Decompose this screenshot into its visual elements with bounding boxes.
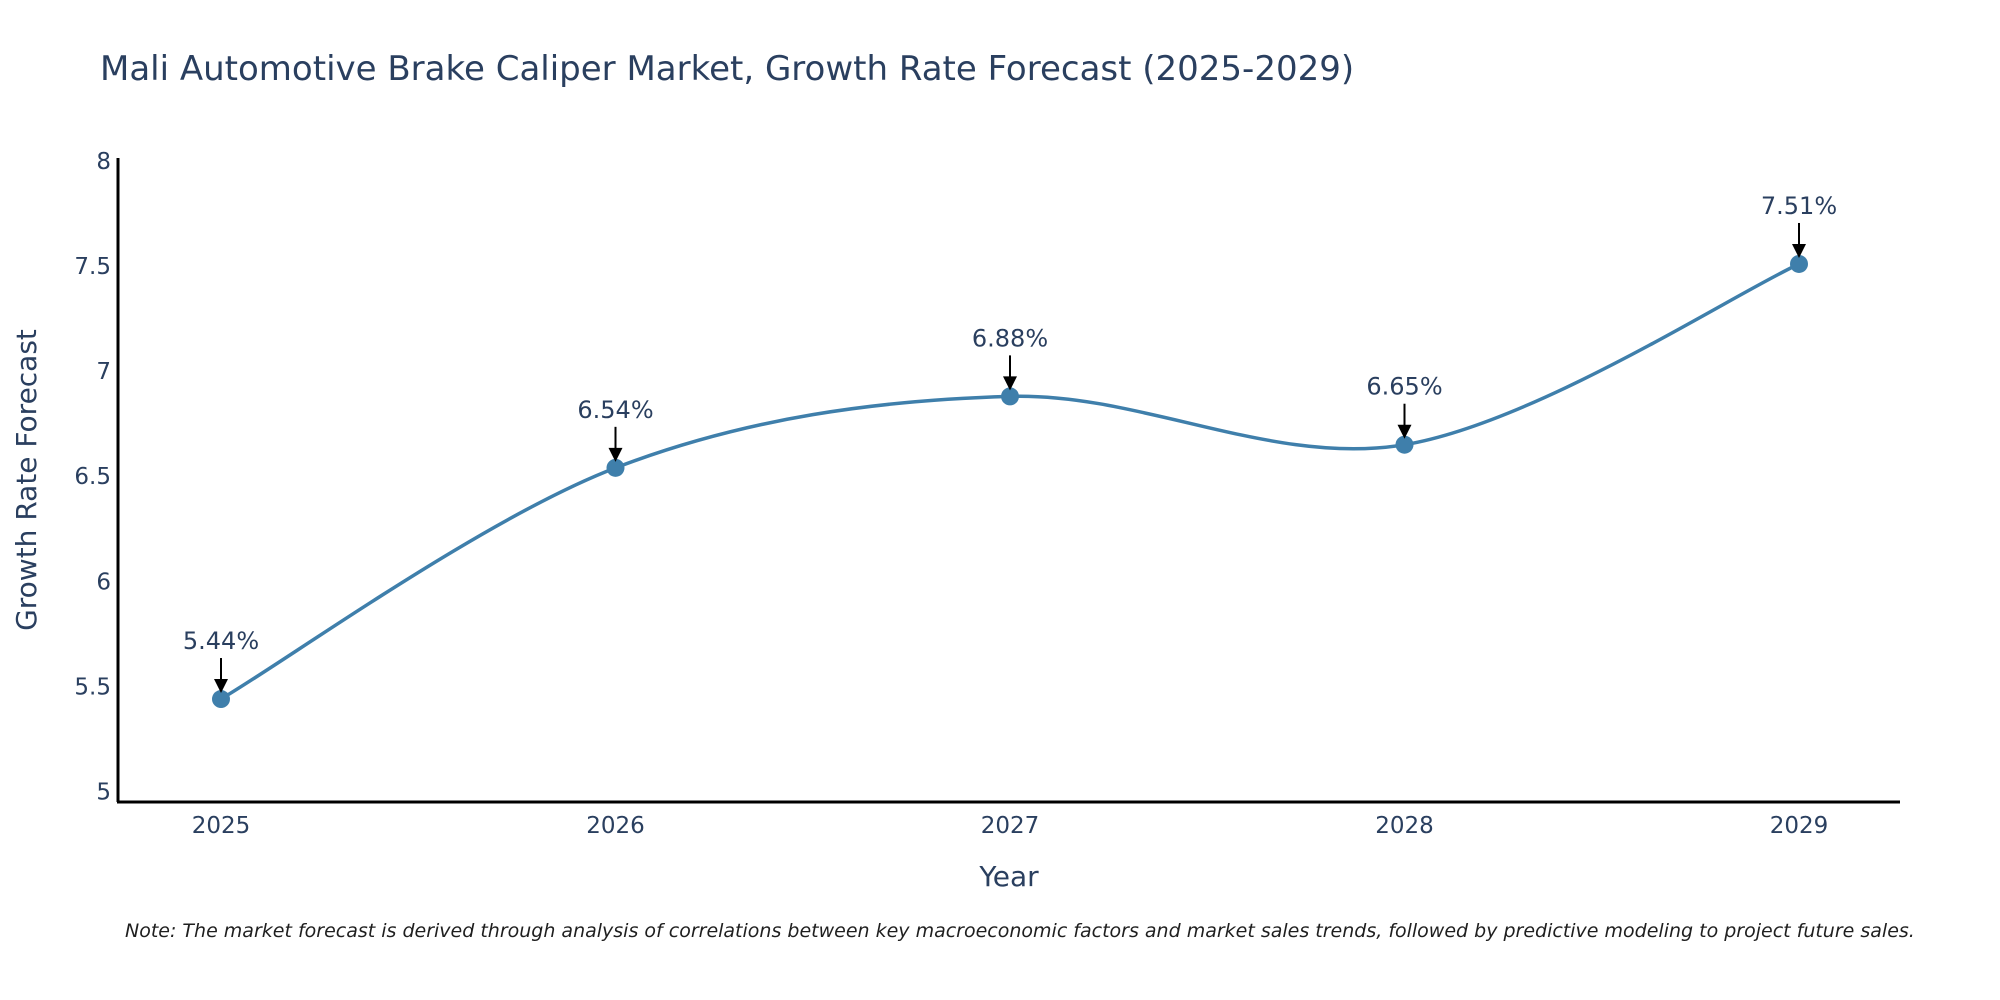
x-tick-label: 2028 [1375, 813, 1434, 839]
y-tick-label: 6.5 [74, 464, 111, 490]
data-label: 7.51% [1761, 192, 1837, 220]
x-axis-ticks: 2025 2026 2027 2028 2029 [192, 813, 1829, 839]
y-tick-label: 5.5 [74, 674, 111, 700]
x-axis-label: Year [978, 860, 1039, 893]
data-point-marker [1790, 254, 1808, 273]
x-tick-label: 2029 [1770, 813, 1829, 839]
footnote: Note: The market forecast is derived thr… [125, 920, 1915, 942]
y-tick-label: 7.5 [74, 254, 111, 280]
y-tick-label: 5 [96, 779, 111, 805]
data-point-marker [212, 690, 230, 709]
data-point-marker [1395, 435, 1414, 454]
y-axis-label: Growth Rate Forecast [10, 329, 43, 631]
data-label: 5.44% [183, 627, 259, 655]
y-axis-ticks: 5 5.5 6 6.5 7 7.5 8 [74, 149, 111, 805]
x-tick-label: 2025 [192, 813, 251, 839]
data-label: 6.54% [577, 396, 653, 424]
data-point-marker [606, 458, 625, 477]
chart-title: Mali Automotive Brake Caliper Market, Gr… [100, 49, 1354, 89]
annotation-arrow-head [1397, 424, 1412, 439]
annotation-arrow-head [608, 447, 623, 462]
data-point-marker [1001, 387, 1019, 406]
y-tick-label: 7 [96, 359, 111, 385]
annotation-arrow-head [214, 679, 228, 694]
y-tick-label: 8 [96, 149, 111, 175]
x-tick-label: 2026 [586, 813, 645, 839]
annotation-arrow-head [1792, 243, 1806, 258]
series-markers [212, 254, 1808, 709]
y-tick-label: 6 [96, 569, 111, 595]
data-annotations: 5.44% 6.54% 6.88% 6.65% 7.51% [183, 192, 1837, 694]
x-tick-label: 2027 [981, 813, 1040, 839]
data-label: 6.88% [972, 324, 1048, 352]
annotation-arrow-head [1003, 376, 1017, 391]
data-label: 6.65% [1366, 373, 1442, 401]
